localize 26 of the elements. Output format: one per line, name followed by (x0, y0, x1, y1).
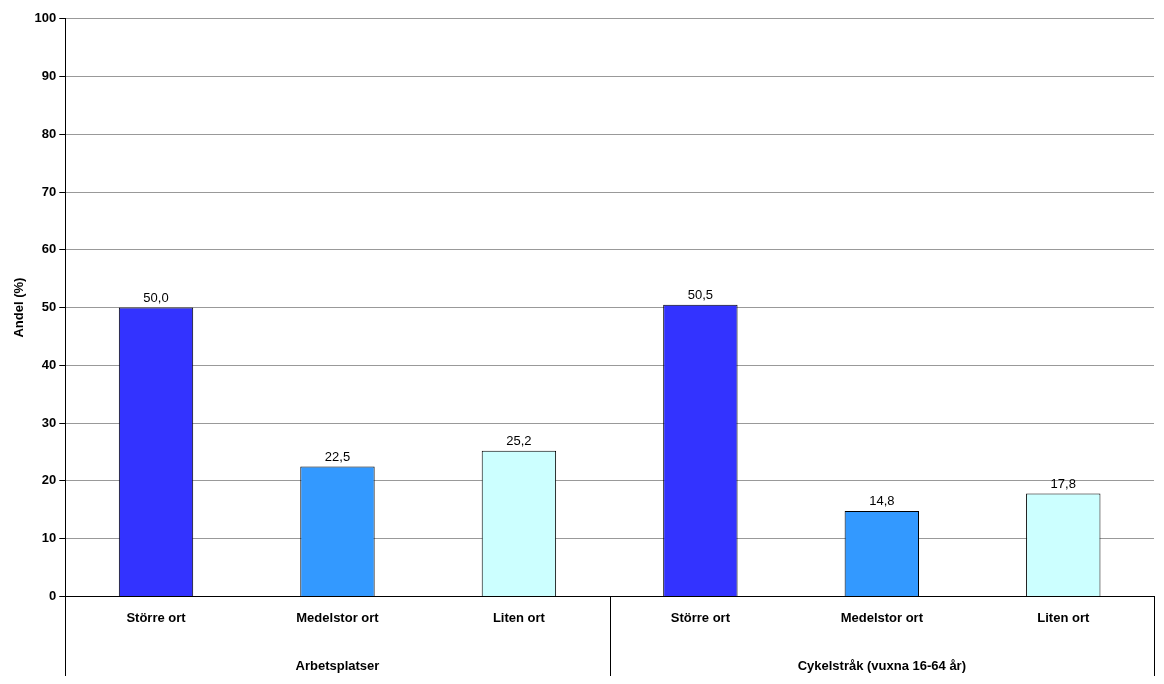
y-tick-label: 90 (41, 68, 57, 84)
y-tick-label: 70 (41, 183, 57, 199)
text: Cykelstråk (vuxna 16-64 år) (797, 657, 967, 673)
data-label: 50,0 (143, 289, 169, 305)
data-label: 22,5 (324, 448, 351, 464)
data-label: 25,2 (506, 432, 532, 448)
x-tick-label: Liten ort (492, 609, 546, 625)
y-tick-label: 50 (41, 299, 57, 315)
y-tick-label: 0 (49, 587, 57, 603)
y-tick-label: 20 (41, 472, 57, 488)
y-tick-label: 80 (41, 125, 57, 141)
x-tick-label: Medelstor ort (296, 609, 380, 625)
y-tick-label: 100 (34, 10, 57, 26)
y-axis-title: Andel (%) (11, 277, 27, 338)
data-label: 14,8 (869, 492, 895, 508)
x-tick-label: Liten ort (1037, 609, 1090, 625)
text: Arbetsplatser (295, 657, 380, 673)
y-tick-label: 10 (41, 530, 57, 546)
x-tick-label: Större ort (670, 609, 731, 625)
data-label: 50,5 (687, 286, 714, 302)
data-label: 17,8 (1050, 475, 1076, 491)
y-tick-label: 60 (41, 241, 57, 257)
y-tick-label: 30 (41, 414, 57, 430)
y-tick-label: 40 (41, 356, 57, 372)
x-tick-label: Medelstor ort (840, 609, 924, 625)
x-tick-label: Större ort (126, 609, 187, 625)
